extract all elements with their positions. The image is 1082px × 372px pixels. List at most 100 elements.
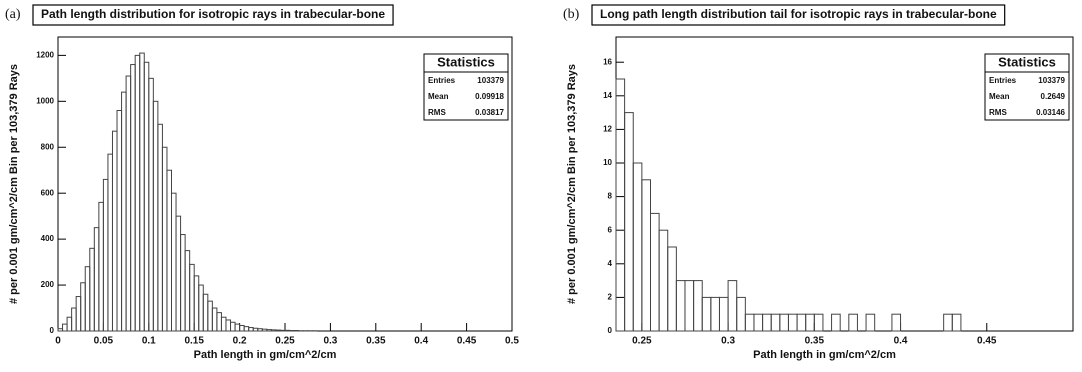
stats-key: Mean	[428, 92, 449, 101]
histogram-bar	[727, 280, 738, 332]
histogram-bar	[632, 162, 643, 332]
histogram-bar	[116, 110, 123, 332]
histogram-bar	[198, 284, 204, 332]
histogram-bar	[736, 296, 746, 332]
histogram-bar	[787, 313, 798, 332]
histogram-bar	[257, 328, 263, 332]
x-tick-label: 0.25	[632, 336, 652, 347]
histogram-bar	[710, 296, 720, 332]
x-tick-label: 0.2	[233, 336, 247, 347]
histogram-bar	[130, 64, 136, 332]
histogram-bar	[107, 153, 113, 332]
x-tick-label: 0.45	[457, 336, 477, 347]
histogram-bar	[891, 313, 902, 332]
histogram-bar	[102, 178, 109, 332]
stats-title: Statistics	[998, 54, 1056, 69]
x-tick-label: 0.35	[805, 336, 825, 347]
y-axis-label: # per 0.001 gm/cm^2/cm Bin per 103,379 R…	[8, 64, 20, 304]
stats-key: RMS	[989, 108, 1007, 117]
y-tick-label: 6	[608, 225, 613, 234]
x-tick-label: 0.3	[323, 336, 337, 347]
histogram-bar	[239, 324, 245, 332]
y-tick-label: 12	[603, 125, 612, 134]
y-tick-label: 200	[41, 280, 55, 289]
histogram-bar	[139, 52, 145, 332]
histogram-bar	[207, 300, 213, 332]
histogram-bar	[865, 313, 876, 332]
histogram-bar	[649, 212, 660, 332]
x-tick-label: 0.4	[894, 336, 908, 347]
histogram-bar	[152, 100, 159, 332]
histogram-bar	[57, 328, 64, 332]
histogram-bar	[193, 275, 200, 332]
histogram-bar	[134, 54, 141, 332]
histogram-bar	[831, 313, 841, 332]
x-tick-label: 0.15	[184, 336, 204, 347]
histogram-bar	[753, 313, 764, 332]
x-axis-label: Path length in gm/cm^2/cm	[194, 349, 337, 361]
histogram-bar	[80, 282, 86, 332]
stats-key: Mean	[989, 92, 1010, 101]
histogram-bar	[615, 78, 626, 332]
histogram-bar	[98, 201, 104, 332]
histogram-bar	[157, 123, 163, 332]
y-tick-label: 8	[608, 192, 613, 201]
histogram-bar	[667, 246, 677, 332]
histogram-bar	[225, 319, 232, 332]
histogram-bar	[243, 326, 250, 332]
histogram-bar	[762, 313, 772, 332]
x-axis-label: Path length in gm/cm^2/cm	[753, 349, 896, 361]
histogram-bar	[230, 321, 236, 332]
histogram-bar	[211, 307, 218, 332]
histogram-bar	[279, 329, 286, 332]
histogram-bar	[189, 263, 195, 332]
panel-label: (b)	[563, 7, 580, 22]
histogram-bar	[744, 313, 755, 332]
histogram-bar	[71, 307, 77, 332]
title-box	[591, 4, 1006, 26]
x-tick-label: 0.1	[142, 336, 156, 347]
histogram-bar	[125, 75, 132, 332]
x-tick-label: 0.45	[977, 336, 997, 347]
histogram-bar	[148, 77, 154, 332]
stats-box	[984, 53, 1070, 121]
histogram-bar	[796, 313, 807, 332]
x-tick-label: 0.4	[414, 336, 428, 347]
y-tick-label: 4	[608, 259, 613, 268]
histogram-bar	[284, 329, 291, 332]
histogram-bar	[175, 215, 182, 332]
histogram-bar	[641, 179, 651, 332]
y-tick-label: 14	[603, 91, 612, 100]
stats-value: 103379	[477, 76, 504, 85]
histogram-bar	[779, 313, 789, 332]
histogram-bar	[234, 323, 241, 332]
histogram-bar	[270, 329, 277, 332]
x-tick-label: 0	[55, 336, 61, 347]
histogram-bar	[684, 280, 695, 332]
histogram-bar	[143, 61, 150, 332]
stats-value: 0.09918	[475, 92, 504, 101]
x-tick-label: 0.25	[275, 336, 295, 347]
y-tick-label: 10	[603, 158, 612, 167]
y-tick-label: 0	[50, 326, 55, 335]
histogram-bar	[93, 227, 100, 332]
stats-key: RMS	[428, 108, 446, 117]
y-tick-label: 800	[41, 142, 55, 151]
histogram-bar	[275, 329, 281, 332]
histogram-bar	[658, 229, 669, 332]
histogram-bar	[701, 296, 712, 332]
stats-key: Entries	[428, 76, 456, 85]
histogram-bar	[166, 169, 173, 332]
y-tick-label: 16	[603, 57, 612, 66]
histogram-bar	[693, 280, 703, 332]
histogram-bar	[770, 313, 781, 332]
chart-title: Long path length distribution tail for i…	[600, 7, 997, 21]
histogram-bar	[89, 247, 95, 332]
stats-value: 0.03817	[475, 108, 504, 117]
stats-title: Statistics	[437, 54, 495, 69]
histogram-bar	[84, 266, 91, 332]
histogram-bar	[624, 112, 634, 332]
histogram-bar	[121, 91, 127, 332]
histogram-bar	[718, 296, 729, 332]
histogram-bar	[184, 250, 191, 332]
